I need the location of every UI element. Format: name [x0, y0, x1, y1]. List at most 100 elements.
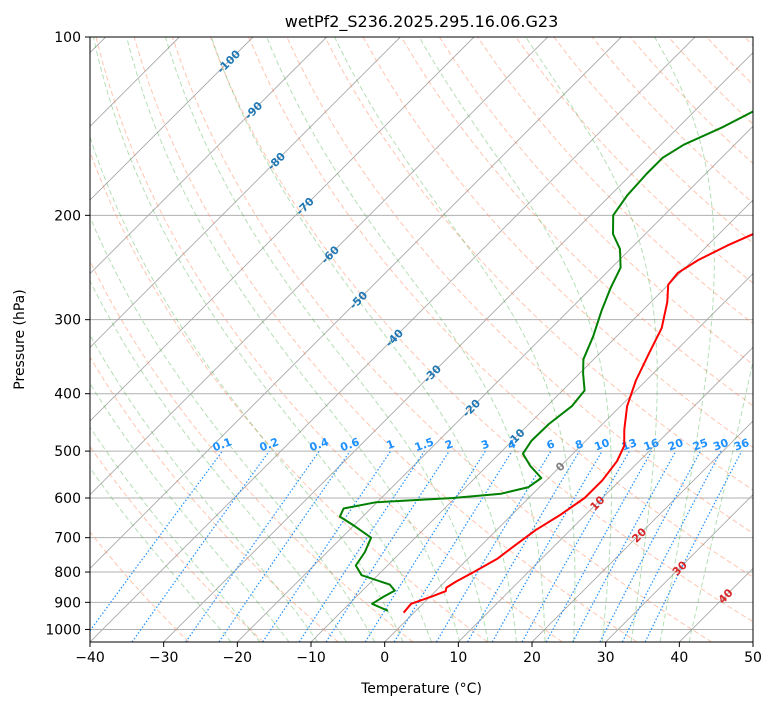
- x-tick-label: −30: [149, 650, 179, 666]
- isotherm-line: [310, 199, 753, 642]
- dry-adiabat: [90, 259, 414, 642]
- y-tick-label: 600: [54, 491, 81, 507]
- mixing-ratio-line: [572, 450, 677, 642]
- y-tick-label: 700: [54, 531, 81, 547]
- mixing-ratio-line: [325, 450, 450, 642]
- isotherm-label: -40: [383, 326, 406, 349]
- mixing-ratio-label: 1.5: [413, 435, 436, 454]
- mixing-ratio-label: 0.2: [258, 435, 281, 454]
- moist-adiabat: [126, 37, 461, 642]
- chart-title: wetPf2_S236.2025.295.16.06.G23: [285, 12, 559, 32]
- dry-adiabat: [553, 37, 753, 244]
- y-tick-label: 900: [54, 595, 81, 611]
- x-tick-label: −20: [223, 650, 253, 666]
- line-labels: 0.1 0.2 0.4 0.6 1 1.5 2 3 4 6 8 10 13 16 20 25 30 36-100-…: [211, 47, 751, 606]
- moist-adiabat: [688, 358, 753, 642]
- moist-adiabat: [90, 426, 261, 642]
- mixing-ratio-label: 4: [506, 437, 518, 452]
- y-axis-label: Pressure (hPa): [12, 289, 28, 389]
- profile-series: [338, 110, 753, 614]
- moist-adiabat: [90, 334, 319, 642]
- isotherm-label: -70: [294, 195, 317, 218]
- dry-adiabat: [515, 37, 753, 284]
- isotherm-line: [90, 37, 548, 496]
- isotherm-line: [458, 346, 753, 642]
- moist-adiabat: [164, 37, 489, 642]
- dry-adiabat: [90, 356, 339, 642]
- isotherm-label: -80: [265, 150, 288, 173]
- mixing-ratio-label: 36: [732, 436, 751, 454]
- isotherm-line: [384, 273, 753, 642]
- y-tick-label: 100: [54, 30, 81, 46]
- x-tick-label: 30: [597, 650, 615, 666]
- isotherm-line: [752, 641, 753, 642]
- mixing-ratio-label: 10: [593, 436, 612, 454]
- moist-adiabat: [654, 37, 715, 642]
- mixing-ratio-line: [262, 450, 392, 642]
- isotherm-label: -100: [215, 47, 244, 76]
- isotherm-line: [90, 37, 475, 422]
- x-tick-label: −10: [296, 650, 326, 666]
- moist-adiabat: [334, 37, 576, 642]
- x-axis: −40 −30 −20 −10 0 10 20 30 40 50: [75, 642, 762, 666]
- isotherm-label: -50: [347, 289, 370, 312]
- dry-adiabat: [90, 531, 190, 642]
- mixing-ratio-line: [599, 450, 702, 642]
- isotherm-line: [90, 37, 696, 642]
- y-tick-label: 800: [54, 565, 81, 581]
- moist-adiabat: [90, 382, 290, 642]
- isotherm-line: [679, 567, 753, 642]
- moist-adiabat: [210, 37, 517, 642]
- isotherm-line: [531, 420, 753, 642]
- dry-adiabat: [400, 37, 753, 407]
- dry-adiabat: [591, 37, 753, 204]
- mixing-ratio-line: [298, 450, 425, 642]
- mixing-ratio-line: [364, 450, 486, 642]
- moist-adiabat: [90, 215, 376, 642]
- mixing-ratio-label: 25: [691, 436, 710, 453]
- dry-adiabat: [438, 37, 753, 366]
- dry-adiabat: [171, 37, 712, 642]
- isotherm-line: [90, 37, 622, 569]
- mixing-ratio-label: 16: [642, 436, 661, 454]
- mixing-ratio-label: 6: [545, 437, 557, 452]
- isotherm-label: -60: [319, 243, 342, 266]
- dry-adiabat: [95, 37, 563, 642]
- y-tick-label: 200: [54, 208, 81, 224]
- mixing-ratio-line: [521, 450, 631, 642]
- isotherm-line: [90, 37, 401, 348]
- dry-adiabat: [324, 37, 753, 491]
- mixing-ratio-label: 2: [443, 437, 455, 452]
- mixing-ratio-line: [621, 450, 722, 642]
- dry-adiabat: [706, 37, 753, 86]
- mixing-ratio-line: [644, 450, 743, 642]
- isotherm-label: -20: [460, 397, 483, 420]
- mixing-ratio-label: 1: [385, 437, 397, 452]
- mixing-ratio-label: 8: [573, 437, 585, 452]
- dry-adiabat: [744, 37, 753, 47]
- moist-adiabat: [90, 467, 232, 642]
- isotherm-line: [90, 37, 327, 275]
- moist-adiabat: [525, 37, 658, 642]
- mixing-ratio-label: 30: [711, 436, 730, 454]
- isotherm-line: [90, 37, 254, 201]
- mixing-ratio-line: [435, 450, 552, 642]
- mixing-ratio-label: 20: [666, 436, 685, 454]
- moist-adiabat: [92, 37, 432, 642]
- x-tick-label: 10: [449, 650, 467, 666]
- mixing-ratio-line: [545, 450, 653, 642]
- background-lines: [90, 37, 753, 642]
- y-tick-label: 500: [54, 444, 81, 460]
- x-tick-label: 50: [744, 650, 762, 666]
- mixing-ratio-line: [185, 450, 320, 642]
- plot-frame: [89, 36, 754, 643]
- isotherm-line: [237, 125, 753, 642]
- x-tick-label: 20: [523, 650, 541, 666]
- y-axis: 100 200 300 400 500 600 700 800 900 1000: [45, 30, 90, 638]
- isotherm-line: [605, 494, 753, 642]
- mixing-ratio-label: 0.6: [339, 435, 362, 454]
- x-axis-label: Temperature (°C): [360, 681, 482, 697]
- dry-adiabat: [133, 37, 638, 642]
- isotherm-line: [163, 52, 753, 642]
